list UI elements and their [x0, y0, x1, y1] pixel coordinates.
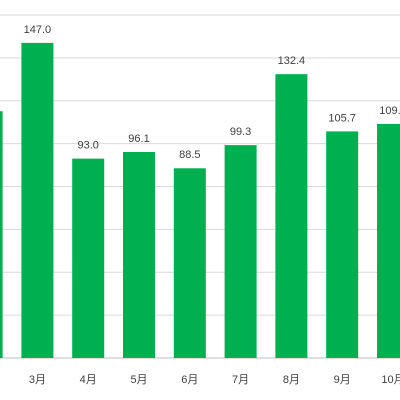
x-tick-label: 6月: [181, 374, 198, 386]
bar: [72, 158, 105, 358]
bar: [173, 168, 206, 358]
x-tick-label: 7月: [232, 374, 249, 386]
value-label: 88.5: [179, 149, 200, 161]
x-tick-label: 8月: [283, 374, 300, 386]
value-label: 93.0: [77, 140, 98, 152]
bar: [326, 131, 359, 358]
value-label: 109.2: [379, 105, 400, 117]
x-tick-label: 3月: [29, 374, 46, 386]
bar: [224, 145, 257, 358]
value-label: 147.0: [24, 24, 52, 36]
bar: [275, 74, 308, 358]
x-tick-label: 4月: [80, 374, 97, 386]
value-label: 96.1: [128, 133, 149, 145]
value-label: 99.3: [230, 126, 251, 138]
bar: [377, 123, 400, 358]
x-tick-label: 9月: [334, 374, 351, 386]
x-tick-label: 5月: [130, 374, 147, 386]
bar: [123, 151, 155, 358]
x-tick-label: 10月: [381, 374, 400, 386]
bar: [21, 42, 54, 359]
value-label: 132.4: [278, 55, 306, 67]
bar: [0, 111, 3, 359]
value-label: 105.7: [328, 112, 356, 124]
